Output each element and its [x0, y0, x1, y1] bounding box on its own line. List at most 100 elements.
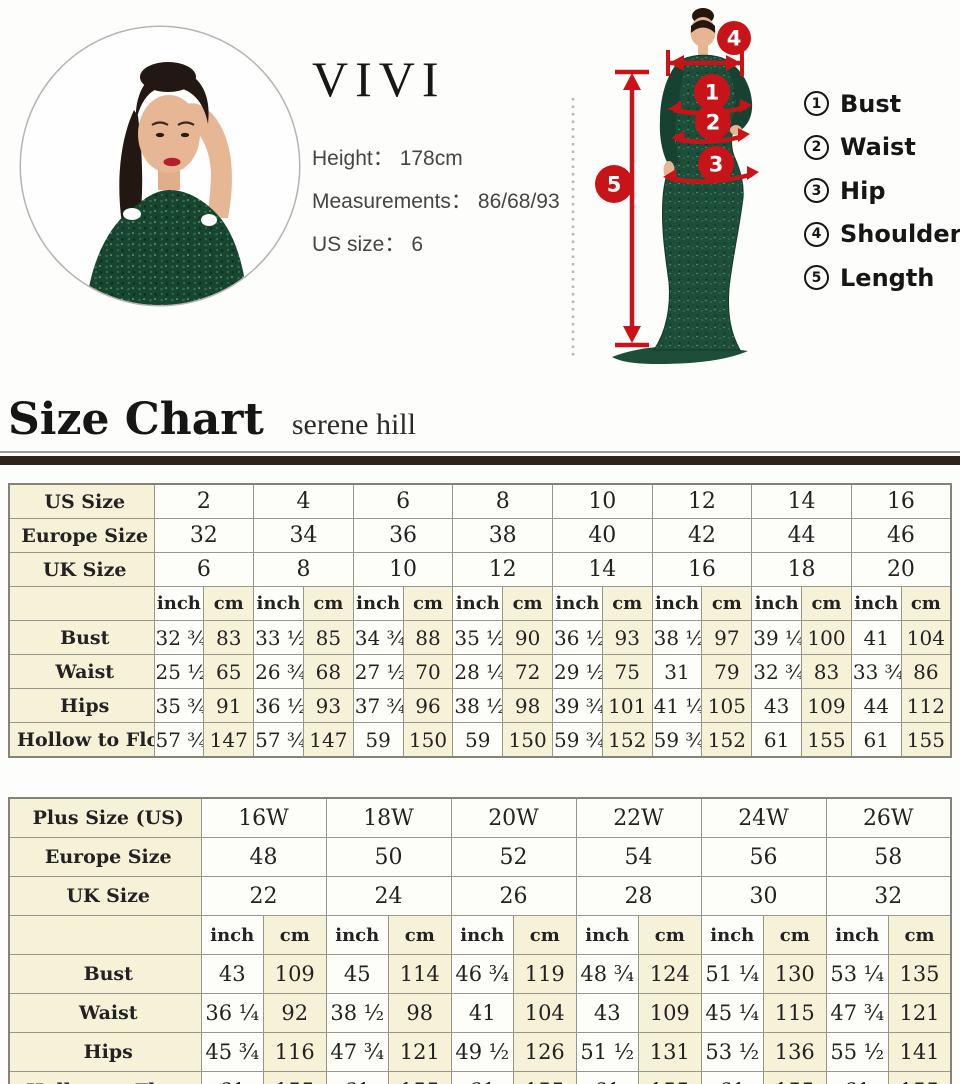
- size-value-cell: 48: [200, 837, 327, 877]
- cm-value-cell: 115: [763, 993, 827, 1033]
- inch-value-cell: 55 ½: [825, 1032, 889, 1072]
- cm-value-cell: 147: [203, 722, 255, 758]
- size-row: UK Size 22 24 26 28 30 32: [8, 876, 952, 916]
- size-value-cell: 6: [153, 552, 255, 587]
- size-row: UK Size 6 8 10 12 14 16 18 20: [8, 552, 952, 587]
- size-value-cell: 22: [200, 876, 327, 916]
- cm-value-cell: 135: [888, 954, 952, 994]
- size-value-cell: 54: [575, 837, 702, 877]
- unit-row-corner: [8, 915, 202, 955]
- unit-inch-header: inch: [450, 915, 514, 955]
- cm-value-cell: 93: [601, 620, 653, 655]
- inch-value-cell: 37 ¾: [352, 688, 404, 723]
- unit-cm-header: cm: [638, 915, 702, 955]
- inch-value-cell: 27 ½: [352, 654, 404, 689]
- cm-value-cell: 155: [263, 1071, 327, 1084]
- cm-value-cell: 116: [263, 1032, 327, 1072]
- size-value-cell: 12: [651, 483, 753, 519]
- model-height: Height： 178cm: [312, 142, 560, 185]
- cm-value-cell: 98: [388, 993, 452, 1033]
- cm-value-cell: 86: [900, 654, 952, 689]
- size-value-cell: 26W: [825, 797, 952, 838]
- inch-value-cell: 61: [700, 1071, 764, 1084]
- legend-item-waist: 2 Waist: [804, 126, 960, 170]
- size-value-cell: 14: [751, 483, 852, 519]
- size-value-cell: 32: [153, 518, 255, 553]
- cm-value-cell: 100: [801, 620, 852, 655]
- inch-value-cell: 34 ¾: [352, 620, 404, 655]
- inch-value-cell: 49 ½: [450, 1032, 514, 1072]
- legend-num-1: 1: [804, 91, 829, 117]
- plus-size-table: Plus Size (US) 16W 18W 20W 22W 24W 26W Europe S…: [8, 797, 952, 1084]
- cm-value-cell: 121: [388, 1032, 452, 1072]
- inch-value-cell: 45 ¼: [700, 993, 764, 1033]
- cm-value-cell: 83: [203, 620, 255, 655]
- row-label: Bust: [8, 954, 202, 994]
- legend-label-length: Length: [840, 263, 935, 292]
- inch-value-cell: 38 ½: [452, 688, 504, 723]
- size-value-cell: 26: [450, 876, 577, 916]
- size-row: Europe Size 48 50 52 54 56 58: [8, 837, 952, 877]
- divider-gap: [0, 453, 960, 456]
- legend-label-hip: Hip: [840, 176, 886, 205]
- unit-cm-header: cm: [302, 586, 354, 621]
- legend-num-4: 4: [804, 221, 829, 247]
- cm-value-cell: 121: [888, 993, 952, 1033]
- cm-value-cell: 141: [888, 1032, 952, 1072]
- inch-value-cell: 31: [651, 654, 703, 689]
- cm-value-cell: 152: [601, 722, 653, 758]
- cm-value-cell: 83: [801, 654, 852, 689]
- cm-value-cell: 65: [203, 654, 255, 689]
- inch-value-cell: 39 ¼: [751, 620, 803, 655]
- size-value-cell: 8: [253, 552, 354, 587]
- legend-num-5: 5: [804, 265, 829, 291]
- cm-value-cell: 130: [763, 954, 827, 994]
- unit-cm-header: cm: [888, 915, 952, 955]
- unit-cm-header: cm: [701, 586, 753, 621]
- size-value-cell: 32: [825, 876, 952, 916]
- size-chart-title: Size Chart: [8, 394, 264, 445]
- cm-value-cell: 155: [801, 722, 852, 758]
- inch-value-cell: 32 ¾: [153, 620, 205, 655]
- measurement-diagram: 1 2 3 4 5: [556, 2, 806, 377]
- unit-inch-header: inch: [850, 586, 902, 621]
- inch-value-cell: 59: [352, 722, 404, 758]
- size-value-cell: 6: [352, 483, 454, 519]
- unit-cm-header: cm: [763, 915, 827, 955]
- legend-label-shoulder: Shoulder: [840, 220, 960, 249]
- cm-value-cell: 68: [302, 654, 354, 689]
- inch-value-cell: 45: [325, 954, 389, 994]
- legend-item-length: 5 Length: [804, 256, 960, 300]
- inch-value-cell: 61: [575, 1071, 639, 1084]
- unit-cm-header: cm: [388, 915, 452, 955]
- diagram-point-shoulder-num: 4: [727, 27, 742, 51]
- unit-cm-header: cm: [203, 586, 255, 621]
- cm-value-cell: 155: [638, 1071, 702, 1084]
- inch-value-cell: 36 ¼: [200, 993, 264, 1033]
- size-value-cell: 20: [850, 552, 952, 587]
- cm-value-cell: 109: [263, 954, 327, 994]
- legend-num-3: 3: [804, 178, 829, 204]
- inch-value-cell: 45 ¾: [200, 1032, 264, 1072]
- size-chart-subtitle: serene hill: [291, 408, 416, 441]
- inch-value-cell: 26 ¾: [253, 654, 304, 689]
- diagram-point-length-num: 5: [607, 173, 622, 197]
- size-value-cell: 18: [751, 552, 852, 587]
- size-value-cell: 30: [700, 876, 827, 916]
- unit-inch-header: inch: [825, 915, 889, 955]
- inch-value-cell: 38 ½: [651, 620, 703, 655]
- measurement-legend: 1 Bust 2 Waist 3 Hip 4 Shoulder 5 Length: [804, 82, 960, 300]
- cm-value-cell: 152: [701, 722, 753, 758]
- inch-value-cell: 61: [850, 722, 902, 758]
- cm-value-cell: 98: [502, 688, 553, 723]
- model-photo: [16, 22, 304, 315]
- cm-value-cell: 155: [513, 1071, 577, 1084]
- inch-value-cell: 43: [751, 688, 803, 723]
- cm-value-cell: 114: [388, 954, 452, 994]
- inch-value-cell: 39 ¾: [552, 688, 603, 723]
- model-info: Height： 178cm Measurements： 86/68/93 US si…: [312, 142, 560, 271]
- model-height-value: 178cm: [399, 147, 463, 170]
- legend-item-bust: 1 Bust: [804, 82, 960, 126]
- model-measurements-value: 86/68/93: [477, 190, 560, 213]
